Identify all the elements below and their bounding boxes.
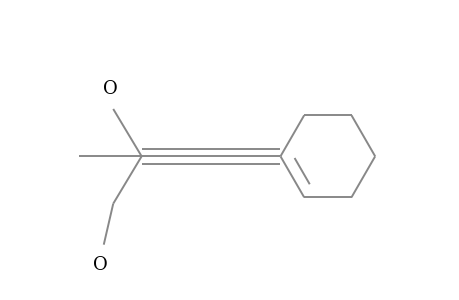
- Text: O: O: [102, 80, 117, 98]
- Text: O: O: [93, 256, 108, 274]
